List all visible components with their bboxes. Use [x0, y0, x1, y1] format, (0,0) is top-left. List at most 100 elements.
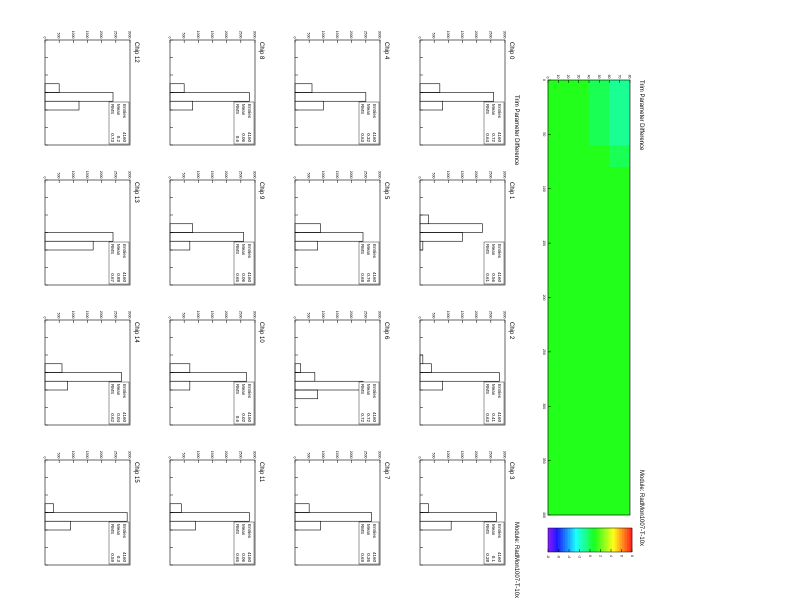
- stat-name: RMS: [360, 524, 365, 534]
- stat-value: 0.3: [116, 556, 121, 563]
- stat-value: 0.67: [110, 273, 115, 282]
- y-tick-label: 1500: [335, 31, 339, 39]
- y-tick-label: 2500: [238, 311, 242, 319]
- chip-title: Chip 4: [383, 42, 389, 60]
- heat-cell: [609, 232, 630, 255]
- stats-box: [483, 101, 505, 145]
- y-tick-label: 500: [432, 453, 436, 459]
- y-tick-label: 1500: [210, 311, 214, 319]
- y-tick-label: 1500: [85, 171, 89, 179]
- chip-title: Chip 11: [258, 462, 264, 483]
- y-tick-label: 1000: [321, 171, 325, 179]
- colorbar-swatch: [548, 528, 550, 552]
- stats-box: [233, 381, 255, 425]
- y-tick-label: 30: [576, 75, 580, 79]
- stat-value: 0.63: [360, 133, 365, 142]
- chip-title: Chip 1: [508, 182, 514, 200]
- y-tick-label: 3000: [128, 171, 132, 179]
- heat-cell: [568, 232, 589, 255]
- y-tick-label: 500: [182, 313, 186, 319]
- heat-cell: [588, 319, 610, 342]
- y-tick-label: 500: [307, 173, 311, 179]
- y-tick-label: 1500: [210, 31, 214, 39]
- y-tick-label: 2000: [349, 171, 353, 179]
- stat-name: Mean: [241, 104, 246, 116]
- x-tick-label: 0: [542, 79, 546, 81]
- stat-value: 0.6: [235, 416, 240, 423]
- y-tick-label: 2000: [224, 311, 228, 319]
- y-tick-label: 3000: [503, 31, 507, 39]
- histogram-bar: [294, 520, 321, 531]
- stat-name: Entries: [497, 524, 502, 539]
- stat-value: 0.64: [485, 133, 490, 142]
- stat-name: RMS: [360, 104, 365, 114]
- histogram-bar: [169, 372, 247, 382]
- stat-value: 0.88: [116, 273, 121, 282]
- stat-value: 0.06: [241, 553, 246, 562]
- heat-cell: [547, 406, 569, 429]
- histogram-bar: [294, 232, 364, 242]
- y-tick-label: 500: [57, 33, 61, 39]
- heat-cell: [568, 341, 589, 364]
- stat-name: RMS: [485, 104, 490, 114]
- heat-cell: [588, 254, 610, 277]
- histogram-bar: [419, 520, 452, 531]
- stat-name: Mean: [491, 384, 496, 396]
- stat-value: 0.68: [360, 273, 365, 282]
- heat-cell: [547, 232, 569, 255]
- histogram-panel: Chip 7 0 500 1000 1500 2000 2500 3000 Entries 416…: [293, 451, 389, 566]
- y-tick-label: 2500: [488, 451, 492, 459]
- stat-name: Mean: [491, 524, 496, 536]
- histogram-bar: [294, 100, 324, 111]
- heat-cell: [609, 101, 630, 124]
- heat-cell: [588, 428, 610, 451]
- stat-name: Mean: [491, 104, 496, 116]
- heat-cell: [568, 167, 589, 190]
- stat-value: 0.65: [235, 553, 240, 562]
- histogram-bar: [294, 92, 367, 102]
- y-tick-label: 0: [168, 457, 172, 459]
- y-tick-label: 3000: [253, 311, 257, 319]
- stat-value: 0.2: [116, 136, 121, 143]
- heat-cell: [547, 123, 569, 146]
- stat-name: Entries: [122, 384, 127, 399]
- colorbar-swatch: [590, 528, 592, 552]
- y-tick-label: 500: [432, 313, 436, 319]
- stat-value: 0.72: [360, 413, 365, 422]
- stat-name: Mean: [241, 384, 246, 396]
- y-tick-label: 0: [43, 317, 47, 319]
- heat-cell: [547, 210, 569, 233]
- stat-value: 4160: [497, 552, 502, 563]
- heat-cell: [609, 362, 630, 385]
- stats-box: [483, 381, 505, 425]
- y-tick-label: 3000: [253, 451, 257, 459]
- y-tick-label: 2500: [363, 451, 367, 459]
- y-tick-label: 1500: [335, 171, 339, 179]
- stat-value: 4160: [247, 272, 252, 283]
- heat-cell: [568, 297, 589, 320]
- histogram-panel: Chip 2 0 500 1000 1500 2000 2500 3000 Entries 416…: [418, 311, 514, 426]
- y-tick-label: 0: [418, 37, 422, 39]
- histogram-panel: Chip 0 0 500 1000 1500 2000 2500 3000 Entries 416…: [418, 31, 514, 146]
- stat-value: 4160: [247, 132, 252, 143]
- y-tick-label: 500: [432, 173, 436, 179]
- y-tick-label: 1000: [71, 171, 75, 179]
- y-tick-label: 3000: [503, 451, 507, 459]
- x-tick-label: 400: [542, 512, 546, 518]
- colorbar-swatch: [574, 528, 577, 552]
- colorbar-swatch: [620, 528, 623, 552]
- histogram-bar: [44, 503, 54, 513]
- heat-cell: [568, 188, 589, 211]
- heat-cell: [609, 210, 630, 233]
- heat-cell: [588, 188, 610, 211]
- y-tick-label: 1500: [85, 311, 89, 319]
- colorbar-swatch: [581, 528, 584, 552]
- colorbar-swatch: [558, 528, 561, 552]
- histogram-bar: [169, 512, 250, 522]
- heat-cell: [547, 254, 569, 277]
- y-tick-label: 0: [168, 317, 172, 319]
- heat-cell: [547, 275, 569, 298]
- colorbar-swatch: [593, 528, 596, 552]
- stat-value: 0.61: [485, 273, 490, 282]
